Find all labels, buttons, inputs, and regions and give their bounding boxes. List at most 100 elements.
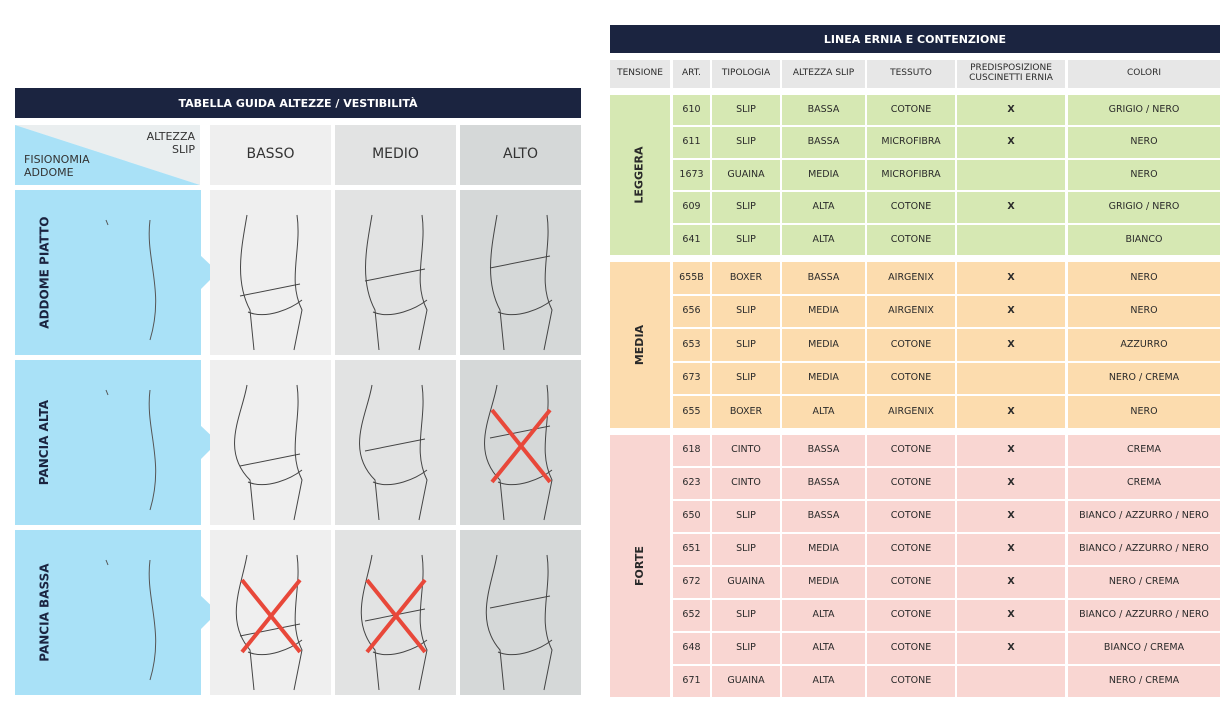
table-cell: 673 (673, 362, 710, 395)
body-outline (543, 214, 553, 351)
table-cell: BIANCO / AZZURRO / NERO (1068, 534, 1220, 565)
table-cell: BOXER (712, 262, 780, 294)
table-cell: ALTA (782, 666, 865, 697)
table-cell: 655B (673, 262, 710, 294)
table-cell: NERO (1068, 127, 1220, 158)
row-label: ADDOME PIATTO (37, 216, 52, 329)
corner-row-axis: FISIONOMIA ADDOME (24, 153, 90, 179)
table-cell: CREMA (1068, 435, 1220, 466)
silhouette-line (105, 219, 109, 226)
slip-line (364, 268, 428, 316)
table-title: LINEA ERNIA E CONTENZIONE (610, 25, 1220, 53)
table-cell: COTONE (867, 224, 955, 255)
table-cell: BASSA (782, 95, 865, 126)
table-cell: 618 (673, 435, 710, 466)
fit-cell (460, 530, 581, 695)
tension-cell: FORTE (610, 435, 670, 697)
table-cell: X (957, 329, 1065, 361)
table-cell: BOXER (712, 396, 780, 428)
slip-line (489, 595, 553, 656)
table-cell: X (957, 468, 1065, 499)
table-cell: 648 (673, 633, 710, 664)
table-cell: AZZURRO (1068, 329, 1220, 361)
body-outline (543, 384, 553, 521)
table-cell: COTONE (867, 362, 955, 395)
silhouette-back (148, 559, 157, 681)
table-cell: SLIP (712, 329, 780, 361)
silhouette-back (148, 389, 157, 511)
corner-column-axis: ALTEZZA SLIP (146, 130, 195, 156)
body-outline (293, 214, 303, 351)
table-cell: SLIP (712, 192, 780, 223)
column-header: TENSIONE (610, 60, 670, 88)
table-cell: X (957, 127, 1065, 158)
tension-cell: LEGGERA (610, 95, 670, 255)
table-cell: GUAINA (712, 666, 780, 697)
column-header: COLORI (1068, 60, 1220, 88)
table-cell: 623 (673, 468, 710, 499)
body-outline (293, 554, 303, 691)
table-cell: X (957, 295, 1065, 328)
column-header: ALTEZZA SLIP (782, 60, 865, 88)
table-cell: BASSA (782, 435, 865, 466)
table-cell: BASSA (782, 468, 865, 499)
table-cell: 1673 (673, 159, 710, 191)
table-cell: X (957, 396, 1065, 428)
table-cell: COTONE (867, 534, 955, 565)
body-outline (418, 214, 428, 351)
table-cell: 655 (673, 396, 710, 428)
table-cell: NERO (1068, 159, 1220, 191)
table-cell: COTONE (867, 633, 955, 664)
fit-cell (335, 190, 456, 355)
table-cell (957, 224, 1065, 255)
tension-label: LEGGERA (632, 146, 646, 204)
unsuitable-cross (490, 408, 552, 484)
table-cell: MEDIA (782, 567, 865, 598)
table-cell: SLIP (712, 600, 780, 631)
table-cell: NERO / CREMA (1068, 362, 1220, 395)
table-cell: SLIP (712, 501, 780, 532)
slip-line (489, 425, 553, 486)
column-header: BASSO (210, 125, 331, 185)
row-arrow (200, 425, 218, 460)
table-cell: MEDIA (782, 534, 865, 565)
table-cell: X (957, 633, 1065, 664)
table-cell: X (957, 501, 1065, 532)
table-cell: COTONE (867, 329, 955, 361)
table-cell: ALTA (782, 396, 865, 428)
table-cell: 609 (673, 192, 710, 223)
table-cell: BASSA (782, 127, 865, 158)
table-cell: BIANCO (1068, 224, 1220, 255)
table-cell: MICROFIBRA (867, 159, 955, 191)
table-cell: 671 (673, 666, 710, 697)
table-cell: BIANCO / AZZURRO / NERO (1068, 501, 1220, 532)
table-cell: GRIGIO / NERO (1068, 192, 1220, 223)
row-label-wrap: PANCIA BASSA (0, 530, 90, 695)
table-cell: ALTA (782, 600, 865, 631)
table-cell: MEDIA (782, 362, 865, 395)
table-cell: COTONE (867, 192, 955, 223)
table-cell: COTONE (867, 666, 955, 697)
slip-line (239, 453, 303, 486)
tension-label: FORTE (632, 546, 646, 586)
row-label: PANCIA ALTA (37, 399, 52, 486)
silhouette-back (148, 219, 157, 341)
slip-line (489, 255, 553, 316)
column-header: TIPOLOGIA (712, 60, 780, 88)
body-outline (418, 384, 428, 521)
slip-line (364, 438, 428, 486)
table-cell: COTONE (867, 95, 955, 126)
table-cell: SLIP (712, 295, 780, 328)
table-cell: AIRGENIX (867, 396, 955, 428)
unsuitable-cross (240, 578, 302, 654)
table-cell: BIANCO / CREMA (1068, 633, 1220, 664)
guide-title: TABELLA GUIDA ALTEZZE / VESTIBILITÀ (15, 88, 581, 118)
table-cell: 651 (673, 534, 710, 565)
table-cell: SLIP (712, 362, 780, 395)
body-outline (234, 384, 255, 521)
fit-cell (210, 190, 331, 355)
table-cell: NERO (1068, 396, 1220, 428)
table-cell: NERO / CREMA (1068, 567, 1220, 598)
table-cell: BASSA (782, 262, 865, 294)
